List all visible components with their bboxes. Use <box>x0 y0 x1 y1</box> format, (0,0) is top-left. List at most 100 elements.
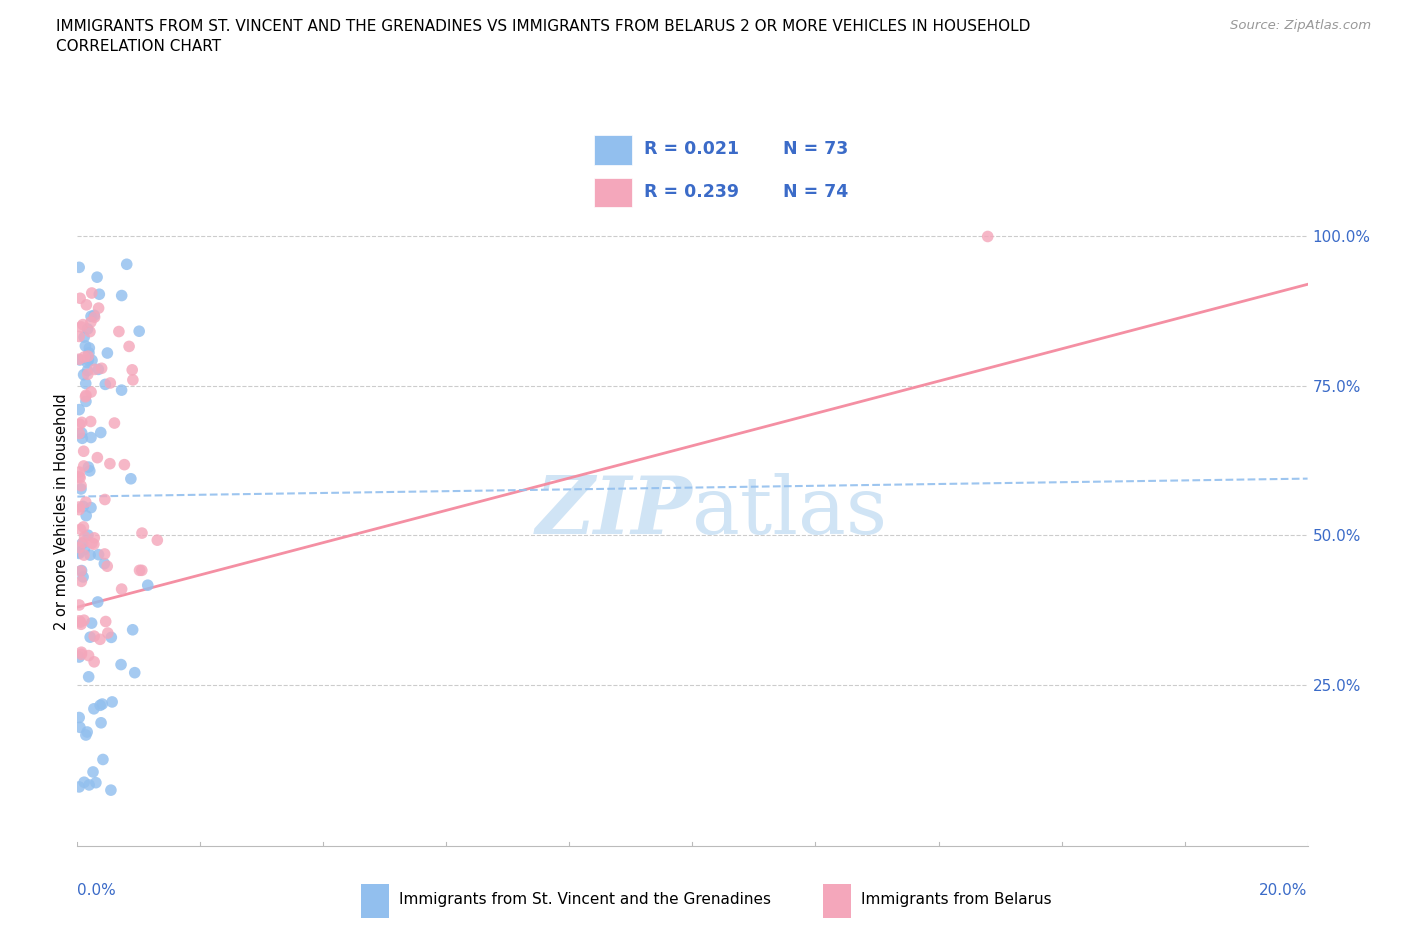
Point <box>80 616 103 631</box>
Text: Immigrants from Belarus: Immigrants from Belarus <box>860 892 1052 908</box>
Point <box>79 340 101 355</box>
Point <box>77 648 100 663</box>
Point <box>67 779 90 794</box>
Y-axis label: 2 or more Vehicles in Household: 2 or more Vehicles in Household <box>53 393 69 630</box>
Point <box>75 298 97 312</box>
Point <box>131 525 153 540</box>
Point <box>77 527 100 542</box>
Point <box>111 581 134 596</box>
Point <box>97 626 120 641</box>
Point <box>90 425 112 440</box>
Point <box>69 522 91 537</box>
Point <box>79 325 101 339</box>
Point <box>83 655 105 670</box>
Point <box>67 352 90 366</box>
Point <box>87 300 110 315</box>
Point <box>115 257 138 272</box>
Point <box>70 617 93 631</box>
Point <box>67 598 90 613</box>
Point <box>69 615 91 630</box>
Text: N = 73: N = 73 <box>783 140 849 158</box>
Point <box>80 352 103 367</box>
Point <box>73 458 96 473</box>
Point <box>72 431 94 445</box>
Point <box>75 394 97 409</box>
Point <box>72 520 94 535</box>
Point <box>70 320 93 335</box>
Point <box>69 352 91 367</box>
Point <box>79 463 101 478</box>
Point <box>977 229 1000 244</box>
Point <box>110 382 132 397</box>
Point <box>77 352 100 367</box>
Point <box>67 259 90 274</box>
Point <box>72 569 94 584</box>
Point <box>77 345 100 360</box>
Point <box>70 647 93 662</box>
Point <box>73 613 96 628</box>
Point <box>128 563 150 578</box>
Point <box>94 614 117 629</box>
FancyBboxPatch shape <box>824 884 851 918</box>
Point <box>86 450 108 465</box>
Point <box>77 349 100 364</box>
Point <box>84 776 107 790</box>
Point <box>90 361 112 376</box>
Point <box>82 764 104 779</box>
FancyBboxPatch shape <box>593 135 631 165</box>
Point <box>73 444 96 458</box>
Point <box>146 533 169 548</box>
Point <box>96 346 118 361</box>
Point <box>96 559 118 574</box>
Point <box>73 775 96 790</box>
Text: 20.0%: 20.0% <box>1260 884 1308 898</box>
Text: 0.0%: 0.0% <box>77 884 117 898</box>
Point <box>77 777 100 792</box>
Point <box>121 622 143 637</box>
Point <box>67 711 90 725</box>
Text: ZIP: ZIP <box>536 472 693 551</box>
Point <box>93 547 115 562</box>
Point <box>69 471 91 485</box>
Text: R = 0.021: R = 0.021 <box>644 140 740 158</box>
Point <box>91 697 114 711</box>
Point <box>75 376 97 391</box>
Point <box>79 548 101 563</box>
Point <box>80 536 103 551</box>
Point <box>70 482 93 497</box>
Point <box>67 465 90 480</box>
Point <box>75 390 97 405</box>
Point <box>72 317 94 332</box>
Point <box>98 376 121 391</box>
Point <box>89 631 111 646</box>
Point <box>90 715 112 730</box>
Point <box>67 545 90 560</box>
Point <box>67 426 90 441</box>
Point <box>76 366 98 381</box>
Point <box>75 727 97 742</box>
Point <box>83 629 105 644</box>
Point <box>75 339 97 353</box>
Point <box>70 478 93 493</box>
FancyBboxPatch shape <box>361 884 389 918</box>
Point <box>100 783 122 798</box>
Point <box>111 288 134 303</box>
Text: Source: ZipAtlas.com: Source: ZipAtlas.com <box>1230 19 1371 32</box>
Point <box>67 402 90 417</box>
Point <box>77 459 100 474</box>
Point <box>83 537 105 551</box>
Point <box>67 502 90 517</box>
Point <box>73 542 96 557</box>
Point <box>72 367 94 382</box>
Point <box>101 695 124 710</box>
Point <box>75 508 97 523</box>
Point <box>80 314 103 329</box>
Point <box>67 329 90 344</box>
Point <box>73 350 96 365</box>
Point <box>122 373 145 388</box>
Point <box>80 309 103 324</box>
Point <box>69 720 91 735</box>
Point <box>76 355 98 370</box>
FancyBboxPatch shape <box>593 178 631 207</box>
Point <box>69 417 91 432</box>
